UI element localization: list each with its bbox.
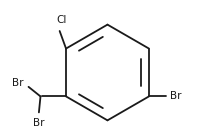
- Text: Br: Br: [33, 118, 45, 128]
- Text: Cl: Cl: [56, 15, 66, 25]
- Text: Br: Br: [170, 91, 181, 101]
- Text: Br: Br: [12, 78, 24, 88]
